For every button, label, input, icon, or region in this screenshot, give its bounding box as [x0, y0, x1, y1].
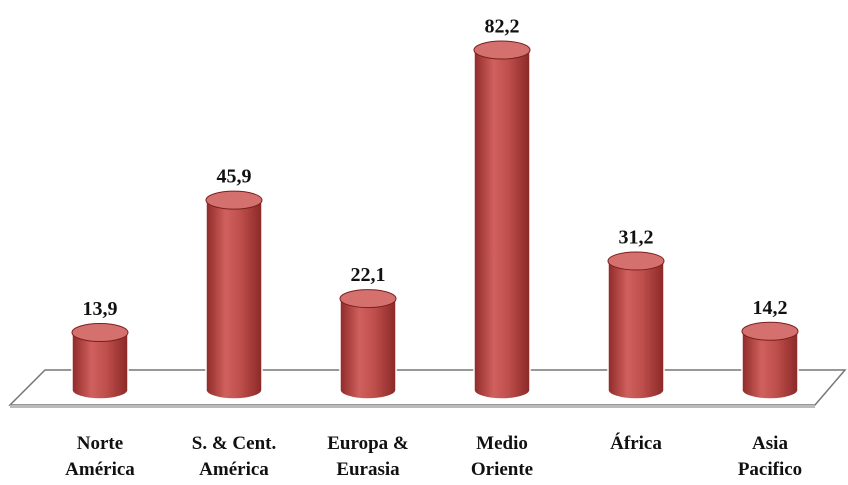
x-tick-label: África — [610, 432, 662, 454]
bar — [473, 49, 531, 400]
value-label: 22,1 — [351, 264, 386, 286]
value-label: 82,2 — [485, 16, 520, 38]
bar-top — [339, 289, 397, 309]
x-tick-label-line: Medio — [476, 433, 528, 454]
x-tick-label: S. & Cent. América — [192, 433, 276, 480]
bar-top — [205, 190, 263, 210]
bar — [339, 297, 397, 400]
x-tick-label-line: África — [610, 432, 662, 454]
x-tick-label-line: Eurasia — [336, 459, 400, 480]
bar — [607, 260, 665, 400]
x-tick-label-line: América — [65, 459, 135, 480]
bar-top — [71, 323, 129, 343]
bar-top — [741, 321, 799, 341]
floor-edge — [10, 405, 815, 408]
bar-top — [607, 251, 665, 271]
value-label: 14,2 — [753, 297, 788, 319]
x-tick-label-line: Europa & — [327, 433, 408, 454]
bar — [205, 199, 263, 400]
x-tick-label: Asia Pacifico — [738, 433, 802, 480]
value-label: 31,2 — [619, 227, 654, 249]
x-tick-label-line: Asia — [752, 433, 788, 454]
value-label: 13,9 — [83, 298, 118, 320]
x-tick-label: Norte América — [65, 433, 135, 480]
bar — [741, 330, 799, 400]
x-tick-label-line: S. & Cent. — [192, 433, 276, 454]
floor — [8, 369, 847, 406]
x-tick-label: Medio Oriente — [471, 433, 533, 480]
x-tick-label-line: Oriente — [471, 459, 533, 480]
bar-top — [473, 40, 531, 60]
x-tick-label: Europa & Eurasia — [327, 433, 408, 480]
x-tick-label-line: América — [199, 459, 269, 480]
bar — [71, 331, 129, 400]
x-tick-label-line: Pacifico — [738, 459, 802, 480]
x-tick-label-line: Norte — [77, 433, 123, 454]
value-label: 45,9 — [217, 166, 252, 188]
